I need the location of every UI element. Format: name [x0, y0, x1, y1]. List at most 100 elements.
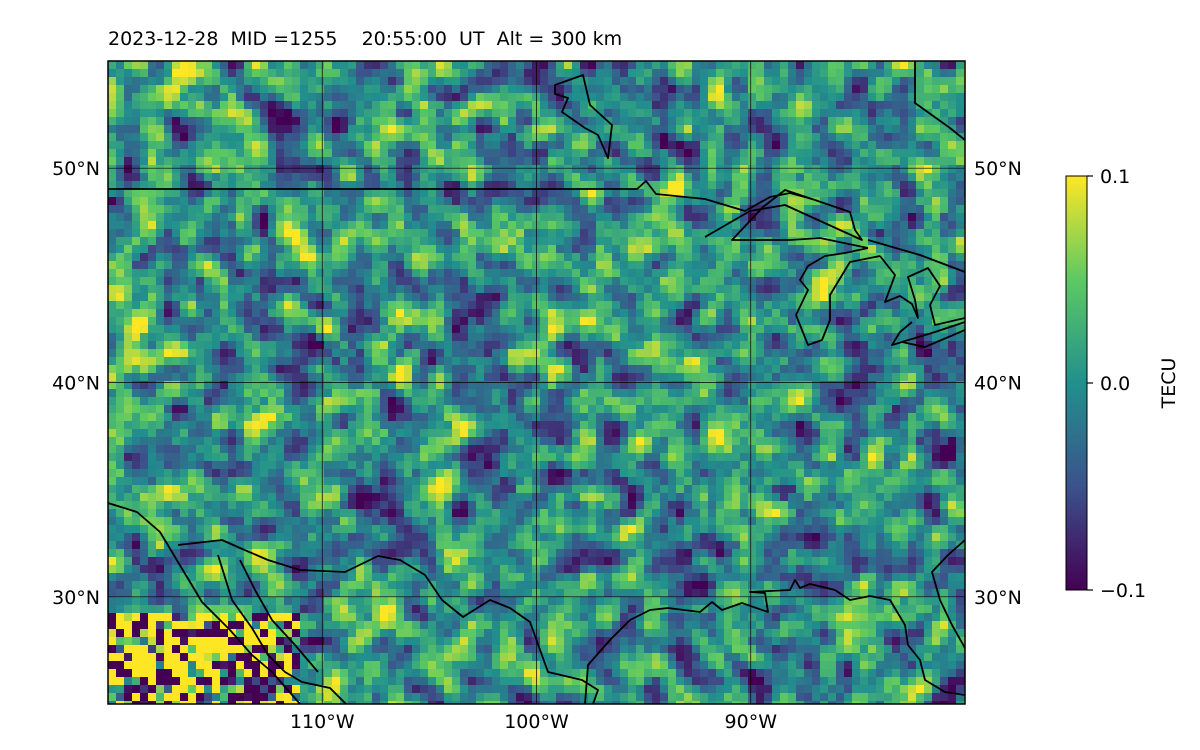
- heatmap-cell: [700, 269, 709, 278]
- heatmap-cell: [124, 77, 133, 86]
- heatmap-cell: [188, 253, 197, 262]
- heatmap-cell: [596, 93, 605, 102]
- heatmap-cell: [292, 109, 301, 118]
- heatmap-cell: [460, 77, 469, 86]
- heatmap-cell: [684, 165, 693, 174]
- heatmap-cell: [828, 349, 837, 358]
- heatmap-cell: [116, 341, 125, 350]
- heatmap-cell: [340, 85, 349, 94]
- heatmap-cell: [652, 405, 661, 414]
- heatmap-cell: [716, 253, 725, 262]
- heatmap-cell: [156, 85, 165, 94]
- heatmap-cell: [300, 429, 309, 438]
- heatmap-cell: [812, 381, 821, 390]
- heatmap-cell: [156, 149, 165, 158]
- heatmap-cell: [268, 181, 277, 190]
- heatmap-cell: [908, 373, 917, 382]
- heatmap-cell: [172, 365, 181, 374]
- heatmap-cell: [772, 173, 781, 182]
- heatmap-cell: [444, 413, 453, 422]
- heatmap-cell: [276, 341, 285, 350]
- heatmap-cell: [420, 269, 429, 278]
- heatmap-cell: [364, 61, 373, 70]
- heatmap-cell: [788, 125, 797, 134]
- heatmap-cell: [548, 189, 557, 198]
- heatmap-cell: [508, 141, 517, 150]
- heatmap-cell: [676, 269, 685, 278]
- heatmap-cell: [564, 77, 573, 86]
- heatmap-cell: [196, 261, 205, 270]
- heatmap-cell: [196, 93, 205, 102]
- heatmap-cell: [628, 101, 637, 110]
- heatmap-cell: [324, 429, 333, 438]
- heatmap-cell: [708, 125, 717, 134]
- heatmap-cell: [220, 157, 229, 166]
- heatmap-cell: [572, 405, 581, 414]
- heatmap-cell: [884, 229, 893, 238]
- heatmap-cell: [940, 405, 949, 414]
- heatmap-cell: [516, 221, 525, 230]
- heatmap-cell: [252, 373, 261, 382]
- heatmap-cell: [612, 189, 621, 198]
- heatmap-cell: [892, 149, 901, 158]
- heatmap-cell: [860, 101, 869, 110]
- heatmap-cell: [932, 333, 941, 342]
- heatmap-cell: [732, 301, 741, 310]
- heatmap-cell: [580, 197, 589, 206]
- heatmap-cell: [500, 253, 509, 262]
- heatmap-cell: [780, 365, 789, 374]
- heatmap-cell: [420, 301, 429, 310]
- heatmap-cell: [276, 205, 285, 214]
- heatmap-cell: [108, 373, 117, 382]
- heatmap-cell: [220, 221, 229, 230]
- heatmap-cell: [580, 141, 589, 150]
- heatmap-cell: [604, 213, 613, 222]
- heatmap-cell: [820, 213, 829, 222]
- heatmap-cell: [564, 173, 573, 182]
- heatmap-cell: [452, 309, 461, 318]
- heatmap-cell: [228, 213, 237, 222]
- heatmap-cell: [732, 333, 741, 342]
- heatmap-cell: [444, 213, 453, 222]
- heatmap-cell: [596, 309, 605, 318]
- heatmap-cell: [220, 389, 229, 398]
- heatmap-cell: [628, 149, 637, 158]
- heatmap-cell: [244, 253, 253, 262]
- heatmap-cell: [524, 61, 533, 70]
- heatmap-cell: [260, 85, 269, 94]
- heatmap-cell: [716, 85, 725, 94]
- heatmap-cell: [604, 101, 613, 110]
- heatmap-cell: [812, 301, 821, 310]
- heatmap-cell: [948, 77, 957, 86]
- heatmap-cell: [756, 173, 765, 182]
- heatmap-cell: [604, 93, 613, 102]
- heatmap-cell: [564, 133, 573, 142]
- heatmap-cell: [420, 381, 429, 390]
- heatmap-cell: [884, 317, 893, 326]
- heatmap-cell: [124, 133, 133, 142]
- heatmap-cell: [116, 149, 125, 158]
- heatmap-cell: [116, 269, 125, 278]
- heatmap-cell: [636, 165, 645, 174]
- heatmap-cell: [492, 173, 501, 182]
- heatmap-cell: [420, 117, 429, 126]
- heatmap-cell: [740, 397, 749, 406]
- heatmap-cell: [220, 285, 229, 294]
- heatmap-cell: [628, 301, 637, 310]
- heatmap-cell: [164, 341, 173, 350]
- heatmap-cell: [180, 253, 189, 262]
- heatmap-cell: [356, 237, 365, 246]
- heatmap-cell: [652, 285, 661, 294]
- heatmap-cell: [188, 93, 197, 102]
- heatmap-cell: [828, 277, 837, 286]
- heatmap-cell: [220, 373, 229, 382]
- heatmap-cell: [836, 229, 845, 238]
- heatmap-cell: [580, 277, 589, 286]
- heatmap-cell: [564, 125, 573, 134]
- heatmap-cell: [892, 237, 901, 246]
- heatmap-cell: [932, 373, 941, 382]
- heatmap-cell: [772, 117, 781, 126]
- heatmap-cell: [172, 141, 181, 150]
- heatmap-cell: [732, 197, 741, 206]
- heatmap-cell: [924, 77, 933, 86]
